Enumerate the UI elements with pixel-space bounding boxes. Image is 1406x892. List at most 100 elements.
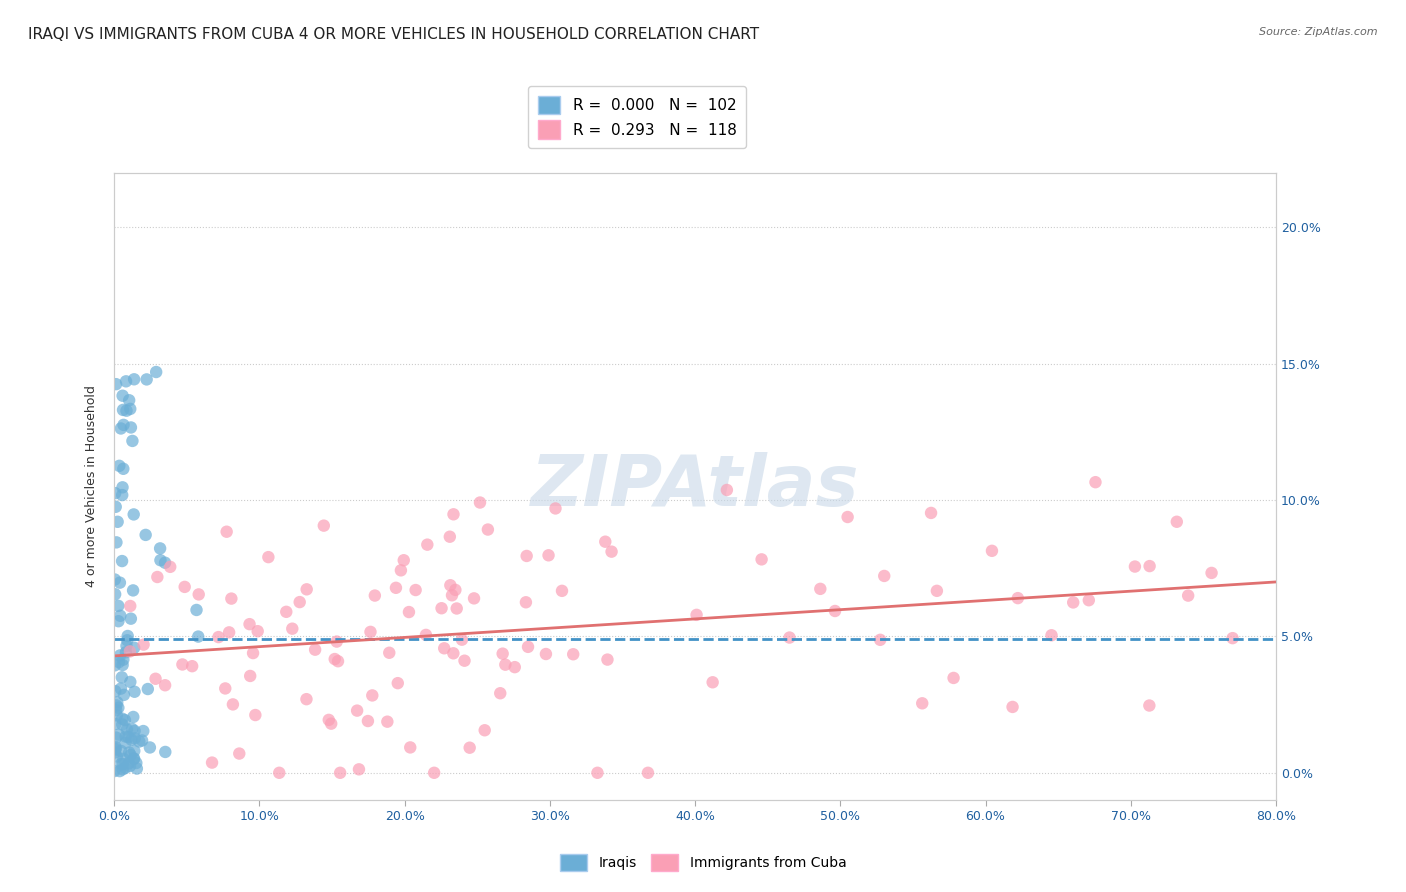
Point: [346, 704, 368, 718]
Point: [246, 624, 269, 639]
Point: [595, 534, 617, 549]
Point: [537, 549, 560, 563]
Point: [238, 617, 260, 632]
Point: [115, 645, 138, 659]
Point: [105, 708, 128, 723]
Point: [215, 524, 238, 539]
Point: [112, 417, 135, 432]
Point: [104, 486, 127, 500]
Point: [120, 748, 142, 763]
Point: [104, 739, 127, 754]
Point: [132, 638, 155, 652]
Point: [118, 746, 141, 760]
Point: [114, 730, 136, 744]
Point: [516, 549, 538, 563]
Point: [111, 389, 134, 403]
Point: [1007, 591, 1029, 606]
Point: [104, 717, 127, 731]
Point: [115, 374, 138, 388]
Point: [181, 659, 204, 673]
Point: [153, 678, 176, 692]
Point: [562, 647, 585, 661]
Point: [430, 601, 453, 615]
Point: [399, 740, 422, 755]
Point: [172, 657, 194, 672]
Text: Source: ZipAtlas.com: Source: ZipAtlas.com: [1260, 27, 1378, 37]
Point: [105, 695, 128, 709]
Point: [281, 622, 304, 636]
Point: [107, 599, 129, 613]
Point: [441, 646, 464, 660]
Point: [110, 756, 132, 771]
Point: [139, 740, 162, 755]
Point: [149, 553, 172, 567]
Point: [416, 538, 439, 552]
Point: [104, 742, 127, 756]
Point: [145, 365, 167, 379]
Point: [111, 480, 134, 494]
Point: [111, 554, 134, 568]
Point: [443, 508, 465, 522]
Point: [128, 734, 150, 748]
Point: [105, 731, 128, 745]
Legend: Iraqis, Immigrants from Cuba: Iraqis, Immigrants from Cuba: [554, 848, 852, 876]
Point: [716, 483, 738, 497]
Point: [105, 749, 128, 764]
Point: [869, 632, 891, 647]
Point: [105, 377, 128, 392]
Point: [503, 660, 526, 674]
Point: [1137, 698, 1160, 713]
Point: [702, 675, 724, 690]
Point: [107, 700, 129, 714]
Point: [124, 723, 146, 738]
Point: [494, 657, 516, 672]
Point: [398, 605, 420, 619]
Point: [873, 569, 896, 583]
Point: [600, 544, 623, 558]
Point: [149, 541, 172, 556]
Point: [153, 556, 176, 570]
Point: [187, 587, 209, 601]
Point: [207, 630, 229, 644]
Point: [405, 582, 427, 597]
Point: [117, 633, 139, 648]
Point: [515, 595, 537, 609]
Point: [544, 501, 567, 516]
Point: [120, 420, 142, 434]
Point: [389, 563, 412, 577]
Point: [115, 723, 138, 737]
Point: [124, 731, 146, 746]
Point: [218, 625, 240, 640]
Point: [112, 462, 135, 476]
Point: [596, 652, 619, 666]
Point: [1177, 589, 1199, 603]
Point: [118, 644, 141, 658]
Point: [122, 583, 145, 598]
Point: [357, 714, 380, 728]
Point: [312, 518, 335, 533]
Point: [453, 654, 475, 668]
Point: [121, 434, 143, 448]
Point: [444, 582, 467, 597]
Point: [347, 762, 370, 776]
Point: [104, 741, 127, 756]
Point: [779, 631, 801, 645]
Point: [392, 553, 415, 567]
Point: [304, 642, 326, 657]
Point: [105, 698, 128, 713]
Point: [920, 506, 942, 520]
Point: [477, 523, 499, 537]
Point: [107, 515, 129, 529]
Point: [120, 612, 142, 626]
Point: [120, 401, 142, 416]
Point: [942, 671, 965, 685]
Point: [808, 582, 831, 596]
Point: [446, 601, 468, 615]
Point: [451, 632, 474, 647]
Point: [111, 670, 134, 684]
Point: [1062, 595, 1084, 609]
Legend: R =  0.000   N =  102, R =  0.293   N =  118: R = 0.000 N = 102, R = 0.293 N = 118: [529, 87, 745, 148]
Point: [111, 657, 134, 672]
Point: [120, 599, 142, 613]
Point: [1222, 631, 1244, 645]
